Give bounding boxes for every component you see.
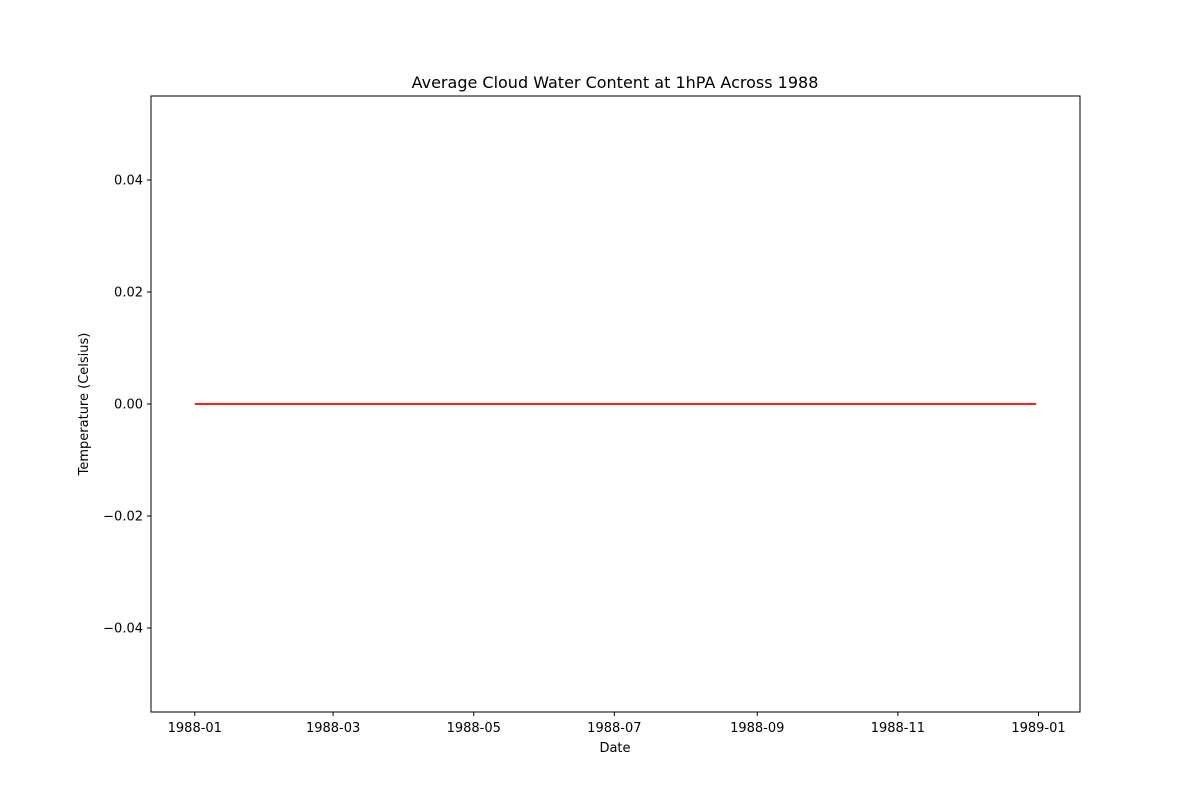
x-axis: 1988-01 1988-03 1988-05 1988-07 1988-09 1988-… — [168, 712, 1066, 736]
x-tick-label: 1988-03 — [306, 721, 360, 736]
y-tick-label: 0.04 — [114, 174, 143, 189]
x-tick-label: 1988-09 — [730, 721, 784, 736]
y-tick-label: −0.04 — [103, 622, 143, 637]
chart-title: Average Cloud Water Content at 1hPA Acro… — [412, 73, 819, 92]
y-tick-label: 0.02 — [114, 286, 143, 301]
x-tick-label: 1988-11 — [871, 721, 925, 736]
x-axis-label: Date — [599, 741, 630, 756]
y-tick-label: −0.02 — [103, 510, 143, 525]
x-tick-label: 1988-05 — [447, 721, 501, 736]
y-axis: 0.04 0.02 0.00 −0.02 −0.04 — [103, 174, 151, 637]
y-axis-label: Temperature (Celsius) — [77, 333, 92, 477]
x-tick-label: 1988-07 — [587, 721, 641, 736]
x-tick-label: 1988-01 — [168, 721, 222, 736]
y-tick-label: 0.00 — [114, 398, 143, 413]
x-tick-label: 1989-01 — [1011, 721, 1065, 736]
